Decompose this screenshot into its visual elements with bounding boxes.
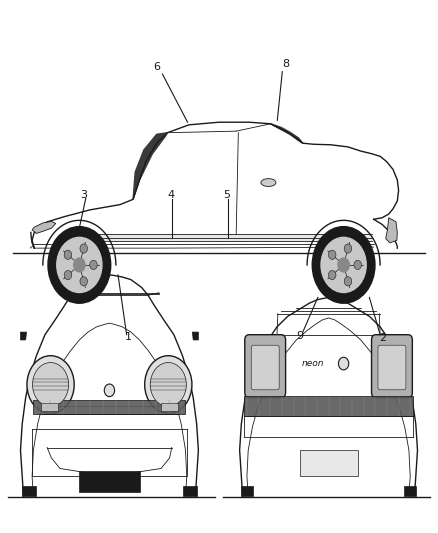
Text: 6: 6 bbox=[153, 62, 160, 72]
Bar bbox=[41, 403, 58, 411]
Polygon shape bbox=[271, 124, 303, 143]
Circle shape bbox=[354, 260, 361, 270]
Bar bbox=[244, 396, 413, 416]
Circle shape bbox=[32, 362, 69, 407]
Text: 1: 1 bbox=[125, 333, 132, 342]
Polygon shape bbox=[386, 217, 397, 243]
Bar bbox=[79, 471, 140, 492]
Circle shape bbox=[321, 237, 366, 293]
Text: 4: 4 bbox=[167, 190, 174, 200]
Text: 9: 9 bbox=[296, 331, 304, 341]
Text: 3: 3 bbox=[80, 190, 87, 200]
Circle shape bbox=[312, 227, 375, 303]
FancyBboxPatch shape bbox=[251, 345, 279, 390]
Text: 8: 8 bbox=[282, 59, 289, 69]
Bar bbox=[183, 486, 197, 496]
Bar bbox=[161, 403, 178, 411]
Polygon shape bbox=[192, 332, 198, 340]
Circle shape bbox=[344, 244, 352, 253]
Ellipse shape bbox=[261, 179, 276, 187]
Text: 5: 5 bbox=[223, 190, 230, 200]
Bar bbox=[300, 450, 358, 477]
Circle shape bbox=[64, 250, 72, 260]
Polygon shape bbox=[133, 133, 167, 199]
Circle shape bbox=[48, 227, 111, 303]
FancyBboxPatch shape bbox=[371, 335, 412, 398]
Circle shape bbox=[328, 270, 336, 280]
Circle shape bbox=[80, 277, 88, 286]
FancyBboxPatch shape bbox=[378, 345, 406, 390]
Circle shape bbox=[80, 244, 88, 253]
Text: 2: 2 bbox=[380, 333, 387, 343]
Bar bbox=[33, 400, 185, 415]
Circle shape bbox=[145, 356, 192, 414]
Circle shape bbox=[74, 258, 85, 272]
Circle shape bbox=[339, 357, 349, 370]
FancyBboxPatch shape bbox=[245, 335, 286, 398]
Bar bbox=[69, 234, 371, 241]
Circle shape bbox=[328, 250, 336, 260]
Circle shape bbox=[338, 258, 349, 272]
Polygon shape bbox=[32, 221, 56, 233]
Circle shape bbox=[344, 277, 352, 286]
Circle shape bbox=[104, 384, 115, 397]
Circle shape bbox=[64, 270, 72, 280]
Circle shape bbox=[27, 356, 74, 414]
Bar bbox=[241, 486, 253, 496]
Circle shape bbox=[150, 362, 186, 407]
Polygon shape bbox=[21, 332, 27, 340]
Bar bbox=[22, 486, 36, 496]
Circle shape bbox=[57, 237, 102, 293]
Bar bbox=[404, 486, 416, 496]
Text: neon: neon bbox=[302, 359, 325, 368]
Circle shape bbox=[90, 260, 97, 270]
